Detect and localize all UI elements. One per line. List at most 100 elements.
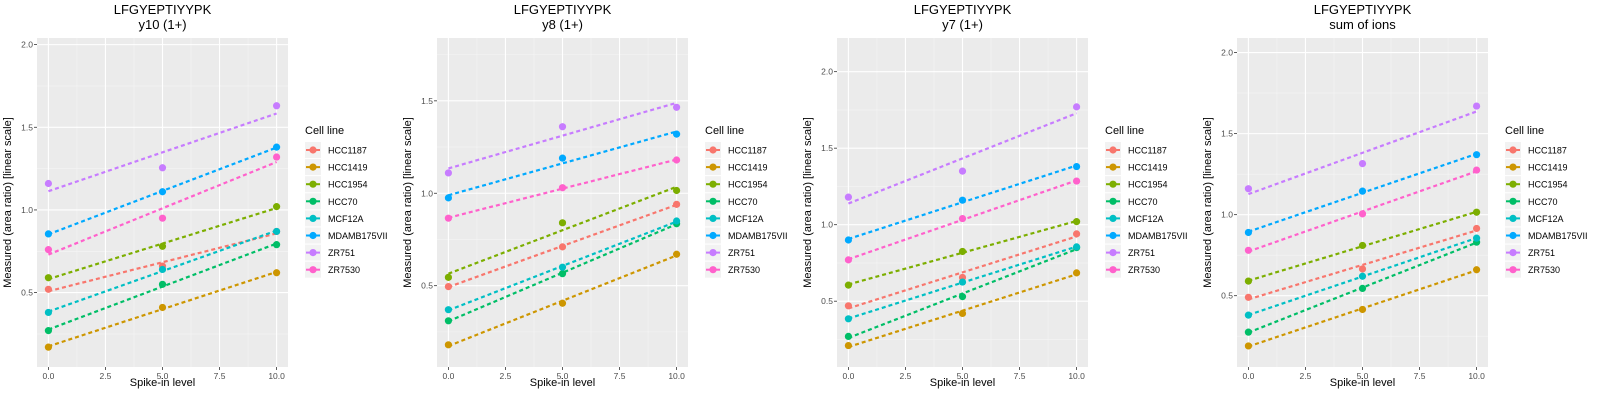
data-point-mdamb175vii — [158, 188, 167, 196]
y-tick-label: 1.0 — [1221, 210, 1233, 220]
legend-label: HCC1954 — [328, 180, 368, 190]
trend-line-zr751 — [848, 112, 1077, 205]
legend-label: MDAMB175VII — [1528, 231, 1588, 241]
data-point-zr751 — [272, 102, 281, 110]
legend-key-point — [709, 214, 717, 222]
legend-item-zr7530: ZR7530 — [705, 261, 760, 278]
data-point-zr751 — [1072, 103, 1081, 111]
data-point-hcc1419 — [958, 309, 967, 318]
legend-key-point — [1509, 249, 1517, 257]
legend-label: HCC1419 — [1128, 163, 1168, 173]
legend-title: Cell line — [705, 125, 744, 137]
data-point-mdamb175vii — [1072, 162, 1081, 171]
legend-item-mcf12a: MCF12A — [1505, 210, 1564, 227]
legend-key-point — [309, 146, 317, 154]
legend-key-point — [1109, 266, 1117, 274]
data-point-mcf12a — [158, 265, 167, 274]
trend-line-mdamb175vii — [448, 130, 677, 197]
legend-key-point — [1109, 163, 1117, 171]
data-point-mcf12a — [44, 308, 53, 317]
y-axis-label: Measured (area ratio) [linear scale] — [2, 117, 14, 288]
data-point-hcc1419 — [1358, 305, 1367, 314]
trend-line-hcc1954 — [448, 185, 677, 275]
data-point-hcc70 — [158, 280, 167, 288]
data-point-hcc70 — [444, 317, 453, 325]
legend-key-point — [709, 180, 717, 188]
legend-item-hcc70: HCC70 — [1105, 193, 1158, 210]
legend-item-mcf12a: MCF12A — [705, 210, 764, 227]
data-point-hcc1187 — [444, 282, 453, 291]
x-tick-label: 10.0 — [268, 371, 285, 381]
data-point-hcc1419 — [444, 341, 453, 349]
y-tick-label: 1.0 — [21, 205, 33, 215]
x-tick-label: 7.5 — [214, 371, 226, 381]
legend: Cell line HCC1187 HCC1419 HCC1954 HCC70 MCF12… — [305, 125, 388, 278]
legend-item-hcc1954: HCC1954 — [305, 176, 368, 193]
y-axis-label: Measured (area ratio) [linear scale] — [802, 117, 814, 288]
data-point-hcc70 — [958, 293, 967, 301]
chart-subtitle: y10 (1+) — [138, 17, 186, 32]
legend-item-hcc1187: HCC1187 — [1505, 142, 1567, 158]
legend-item-hcc1187: HCC1187 — [1105, 142, 1167, 158]
y-tick-label: 1.5 — [21, 122, 33, 132]
data-point-hcc1187 — [558, 243, 567, 251]
legend-label: HCC1187 — [1128, 146, 1167, 156]
data-point-hcc70 — [844, 332, 853, 340]
data-point-hcc1419 — [1244, 342, 1253, 350]
legend-item-mdamb175vii: MDAMB175VII — [1105, 227, 1188, 244]
y-tick-label: 0.5 — [421, 281, 433, 291]
legend-key-point — [309, 249, 317, 257]
chart-title: LFGYEPTIYYPK — [1314, 2, 1412, 17]
legend: Cell line HCC1187 HCC1419 HCC1954 HCC70 MCF12… — [705, 125, 788, 278]
legend-key-point — [709, 163, 717, 171]
data-point-mcf12a — [1358, 272, 1367, 280]
legend-item-zr7530: ZR7530 — [1505, 261, 1560, 278]
x-tick-label: 2.5 — [100, 371, 112, 381]
x-tick-label: 5.0 — [557, 371, 569, 381]
data-point-hcc1187 — [672, 200, 681, 208]
data-point-hcc1419 — [558, 299, 567, 307]
legend-key-point — [1509, 231, 1517, 240]
data-point-hcc70 — [1244, 328, 1253, 336]
legend-label: MDAMB175VII — [1128, 231, 1188, 241]
legend-label: ZR751 — [328, 248, 355, 258]
legend-key-point — [709, 197, 717, 205]
legend-item-hcc1187: HCC1187 — [705, 142, 767, 158]
data-point-mcf12a — [1244, 311, 1253, 319]
x-tick-label: 2.5 — [500, 371, 512, 381]
data-point-hcc1187 — [844, 302, 853, 310]
legend-label: ZR751 — [1128, 248, 1155, 258]
x-tick-label: 10.0 — [1068, 371, 1085, 381]
legend-label: ZR7530 — [1528, 265, 1560, 275]
legend-label: HCC1954 — [728, 180, 768, 190]
legend-key-point — [1109, 231, 1117, 240]
data-point-hcc1954 — [672, 186, 681, 195]
legend-key-point — [1109, 249, 1117, 257]
x-tick-label: 2.5 — [900, 371, 912, 381]
trend-line-hcc1187 — [848, 235, 1077, 310]
trend-line-zr7530 — [47, 160, 278, 256]
legend-key-point — [1509, 214, 1517, 222]
legend-label: HCC1187 — [328, 146, 367, 156]
y-tick-label: 1.0 — [821, 220, 833, 230]
legend-item-hcc1954: HCC1954 — [705, 176, 768, 193]
trend-line-hcc1187 — [1248, 229, 1477, 301]
data-point-mdamb175vii — [958, 196, 967, 204]
y-tick-label: 1.0 — [421, 188, 433, 198]
x-tick-label: 5.0 — [957, 371, 969, 381]
legend-key-point — [309, 266, 317, 274]
x-tick-label: 0.0 — [42, 371, 54, 381]
trend-line-zr751 — [448, 101, 677, 170]
legend-key-point — [1109, 146, 1117, 154]
legend-item-zr751: ZR751 — [305, 244, 355, 261]
y-tick-label: 1.5 — [421, 96, 433, 106]
legend-key-point — [309, 214, 317, 222]
data-point-hcc1954 — [844, 281, 853, 289]
chart-subtitle: sum of ions — [1329, 17, 1396, 32]
x-tick-label: 5.0 — [157, 371, 169, 381]
legend-item-mdamb175vii: MDAMB175VII — [1505, 227, 1588, 244]
data-point-zr751 — [958, 167, 967, 175]
legend-label: HCC1419 — [728, 163, 768, 173]
data-point-mcf12a — [444, 306, 453, 314]
